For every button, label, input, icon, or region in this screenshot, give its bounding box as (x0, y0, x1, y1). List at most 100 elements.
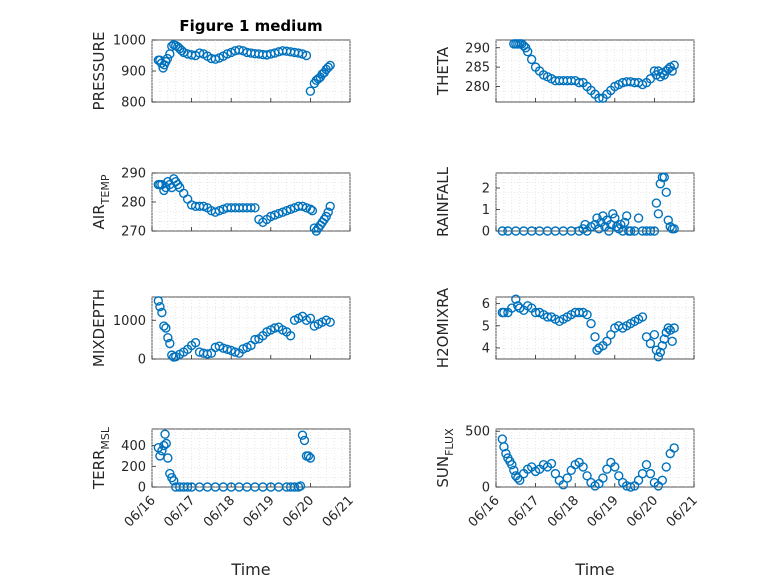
data-point (499, 307, 509, 318)
data-point (277, 207, 288, 217)
data-point (499, 442, 509, 452)
data-point (651, 198, 662, 208)
data-point (667, 66, 677, 76)
data-point (497, 226, 508, 236)
data-point (194, 48, 205, 58)
data-point (669, 224, 679, 234)
y-tick-label: 290 (465, 41, 490, 56)
data-point (210, 207, 221, 217)
data-point (620, 217, 630, 228)
data-point (325, 201, 335, 212)
data-point (250, 203, 260, 213)
data-point (163, 453, 173, 463)
data-point (160, 429, 170, 439)
data-point (295, 481, 306, 491)
x-tick-label: 06/20 (624, 493, 661, 530)
y-tick-label: 0 (482, 481, 490, 496)
chart-title: Figure 1 medium (179, 17, 322, 35)
data-point (657, 341, 668, 351)
data-point (289, 482, 300, 492)
data-point (246, 203, 256, 213)
panel-air_temp: 270 280 290 AIRTEMP (90, 167, 351, 240)
data-point (526, 54, 537, 65)
data-point (649, 329, 660, 340)
data-point (157, 307, 167, 318)
data-point (621, 211, 632, 221)
data-point (190, 338, 201, 348)
data-point (653, 352, 664, 362)
data-point (285, 331, 296, 341)
data-point (625, 482, 636, 492)
data-point (586, 318, 596, 329)
panel-mixdepth: 0 1000 MIXDEPTH (90, 289, 351, 368)
data-point (645, 338, 656, 349)
data-point (161, 438, 171, 449)
y-tick-label: 500 (465, 425, 490, 440)
data-point (558, 480, 569, 490)
data-point (222, 344, 232, 355)
data-point (574, 77, 584, 88)
data-point (323, 62, 333, 72)
x-tick-label: 06/18 (201, 493, 238, 530)
data-point (669, 323, 679, 333)
x-axis-label-right: Time (574, 560, 614, 579)
data-point (274, 208, 284, 219)
y-tick-label: 1000 (113, 314, 146, 329)
data-point (582, 310, 592, 320)
y-tick-label: 4 (482, 341, 490, 356)
y-axis-label: H2OMIXRA (434, 287, 452, 368)
data-point (610, 462, 620, 472)
data-point (507, 459, 517, 470)
x-tick-label: 06/21 (664, 493, 701, 530)
data-point (669, 60, 679, 70)
x-tick-label: 06/17 (505, 493, 542, 530)
y-tick-label: 0 (138, 353, 146, 368)
data-point (582, 471, 592, 481)
y-tick-label: 0 (482, 225, 490, 240)
data-point (325, 60, 335, 71)
y-tick-label: 800 (121, 96, 146, 111)
y-tick-label: 2 (482, 182, 490, 197)
y-tick-label: 285 (465, 61, 490, 76)
x-tick-label: 06/16 (466, 493, 503, 530)
y-tick-label: 200 (121, 460, 146, 475)
data-point (163, 332, 173, 343)
data-point (633, 213, 644, 223)
y-axis-label: RAINFALL (434, 166, 452, 237)
x-tick-label: 06/16 (122, 493, 159, 530)
y-axis-label: THETA (434, 46, 452, 96)
data-point (305, 204, 316, 214)
data-point (182, 482, 193, 492)
data-point (637, 312, 648, 322)
data-point (598, 473, 608, 483)
data-point (169, 476, 179, 486)
data-point (157, 446, 167, 456)
data-point (230, 347, 240, 357)
data-point (250, 334, 260, 345)
data-point (501, 448, 511, 459)
data-point (550, 468, 561, 479)
data-point (546, 458, 557, 469)
y-tick-label: 5 (482, 319, 490, 334)
y-tick-label: 1 (482, 203, 490, 218)
data-point (522, 46, 533, 57)
data-point (270, 210, 280, 220)
data-point (155, 301, 165, 312)
data-point (305, 313, 316, 324)
data-point (610, 213, 620, 223)
x-tick-label: 06/17 (161, 493, 198, 530)
data-point (667, 336, 677, 346)
data-point (641, 459, 652, 470)
data-point (608, 209, 618, 219)
data-point (580, 219, 590, 230)
data-point (285, 204, 296, 214)
y-tick-label: 0 (138, 481, 146, 496)
y-tick-label: 280 (121, 196, 146, 211)
data-point (604, 226, 614, 236)
data-point (325, 317, 335, 327)
panel-rainfall: 0 1 2 RAINFALL (434, 166, 695, 240)
x-axis-label-left: Time (230, 560, 270, 579)
y-axis-label: TERRMSL (90, 426, 112, 490)
data-point (511, 294, 521, 304)
